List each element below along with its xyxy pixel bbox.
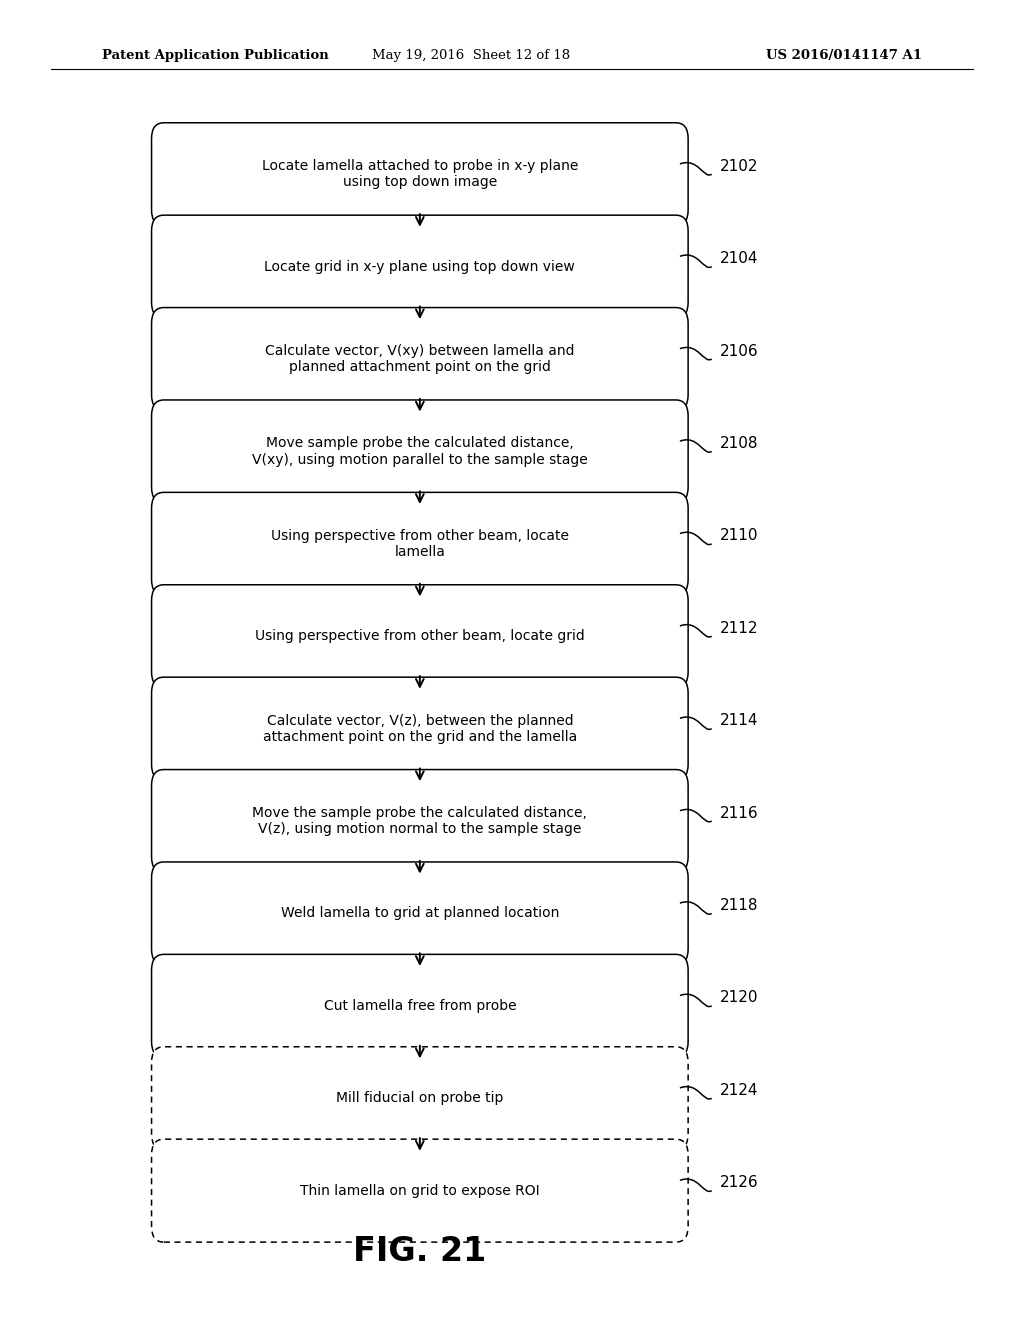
Text: Move sample probe the calculated distance,
V(xy), using motion parallel to the s: Move sample probe the calculated distanc… [252,437,588,466]
Text: 2120: 2120 [720,990,759,1006]
FancyBboxPatch shape [152,123,688,226]
Text: FIG. 21: FIG. 21 [353,1236,486,1267]
Text: Mill fiducial on probe tip: Mill fiducial on probe tip [336,1092,504,1105]
Text: May 19, 2016  Sheet 12 of 18: May 19, 2016 Sheet 12 of 18 [372,49,570,62]
Text: 2104: 2104 [720,251,759,267]
Text: Using perspective from other beam, locate
lamella: Using perspective from other beam, locat… [270,529,569,558]
Text: 2116: 2116 [720,805,759,821]
Text: 2110: 2110 [720,528,759,544]
Text: Calculate vector, V(xy) between lamella and
planned attachment point on the grid: Calculate vector, V(xy) between lamella … [265,345,574,374]
Text: Calculate vector, V(z), between the planned
attachment point on the grid and the: Calculate vector, V(z), between the plan… [263,714,577,743]
Text: 2114: 2114 [720,713,759,729]
FancyBboxPatch shape [152,954,688,1057]
Text: Thin lamella on grid to expose ROI: Thin lamella on grid to expose ROI [300,1184,540,1197]
FancyBboxPatch shape [152,862,688,965]
Text: 2102: 2102 [720,158,759,174]
Text: 2106: 2106 [720,343,759,359]
FancyBboxPatch shape [152,677,688,780]
Text: US 2016/0141147 A1: US 2016/0141147 A1 [766,49,922,62]
FancyBboxPatch shape [152,400,688,503]
Text: 2124: 2124 [720,1082,759,1098]
Text: 2108: 2108 [720,436,759,451]
Text: 2112: 2112 [720,620,759,636]
FancyBboxPatch shape [152,770,688,873]
FancyBboxPatch shape [152,1047,688,1150]
Text: Locate grid in x-y plane using top down view: Locate grid in x-y plane using top down … [264,260,575,273]
Text: 2118: 2118 [720,898,759,913]
Text: 2126: 2126 [720,1175,759,1191]
FancyBboxPatch shape [152,308,688,411]
Text: Patent Application Publication: Patent Application Publication [102,49,329,62]
FancyBboxPatch shape [152,1139,688,1242]
Text: Using perspective from other beam, locate grid: Using perspective from other beam, locat… [255,630,585,643]
Text: Cut lamella free from probe: Cut lamella free from probe [324,999,516,1012]
FancyBboxPatch shape [152,215,688,318]
FancyBboxPatch shape [152,492,688,595]
Text: Locate lamella attached to probe in x-y plane
using top down image: Locate lamella attached to probe in x-y … [262,160,578,189]
FancyBboxPatch shape [152,585,688,688]
Text: Weld lamella to grid at planned location: Weld lamella to grid at planned location [281,907,559,920]
Text: Move the sample probe the calculated distance,
V(z), using motion normal to the : Move the sample probe the calculated dis… [252,807,588,836]
